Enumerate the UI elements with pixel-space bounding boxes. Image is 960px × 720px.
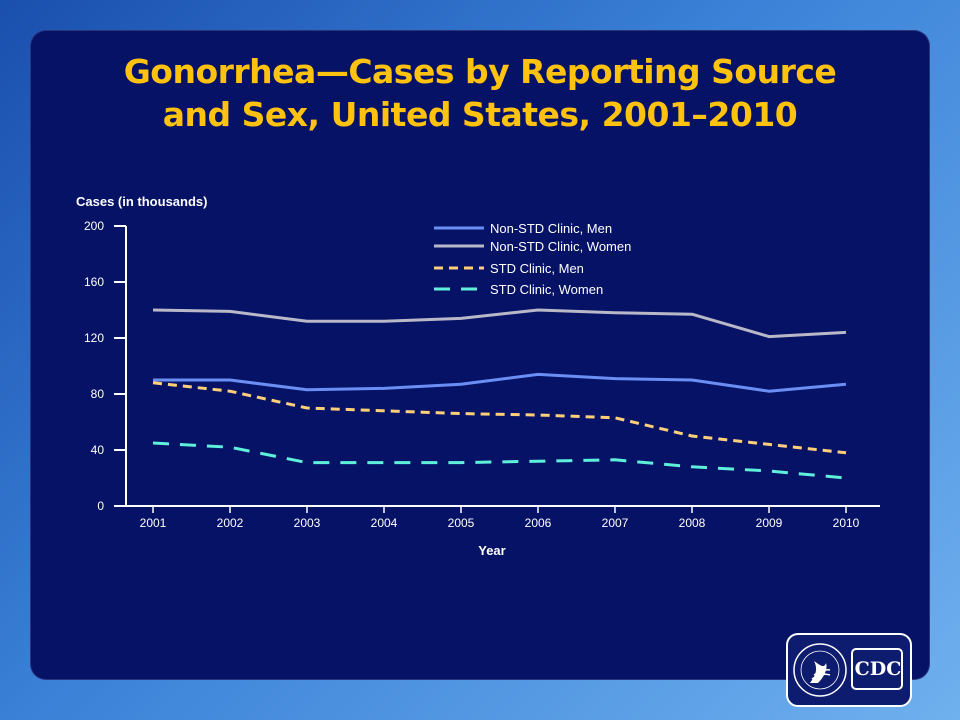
y-axis-label: Cases (in thousands) [76, 194, 207, 209]
slide-panel [30, 30, 930, 680]
legend-label-2: Non-STD Clinic, Women [490, 239, 631, 254]
cdc-logo: CDC [786, 633, 912, 707]
y-tick-label: 40 [91, 443, 105, 457]
series-line-2 [152, 308, 847, 339]
hhs-eagle-icon [793, 643, 903, 697]
legend-label-4: STD Clinic, Women [490, 282, 603, 297]
x-axis-label: Year [478, 543, 505, 558]
title-line-2: and Sex, United States, 2001–2010 [162, 95, 798, 134]
legend-label-1: Non-STD Clinic, Men [490, 221, 612, 236]
y-tick-label: 120 [84, 331, 104, 345]
x-tick-label: 2008 [679, 516, 706, 530]
x-tick-label: 2005 [448, 516, 475, 530]
x-tick-label: 2004 [371, 516, 398, 530]
x-tick-label: 2006 [525, 516, 552, 530]
x-tick-label: 2003 [294, 516, 321, 530]
x-tick-label: 2001 [140, 516, 167, 530]
series-line-3 [152, 381, 847, 455]
y-tick-label: 160 [84, 275, 104, 289]
y-tick-label: 200 [84, 219, 104, 233]
y-tick-label: 0 [97, 499, 104, 513]
title-line-1: Gonorrhea—Cases by Reporting Source [123, 52, 837, 91]
cdc-logo-text: CDC [854, 658, 902, 680]
legend-label-3: STD Clinic, Men [490, 261, 584, 276]
series-line-4 [152, 441, 847, 480]
cdc-box [851, 648, 903, 690]
x-tick-label: 2009 [756, 516, 783, 530]
series-line-1 [153, 372, 847, 393]
slide-title: Gonorrhea—Cases by Reporting Source and … [0, 50, 960, 136]
x-tick-label: 2002 [217, 516, 244, 530]
x-tick-label: 2007 [602, 516, 629, 530]
y-tick-label: 80 [91, 387, 105, 401]
x-tick-label: 2010 [833, 516, 860, 530]
